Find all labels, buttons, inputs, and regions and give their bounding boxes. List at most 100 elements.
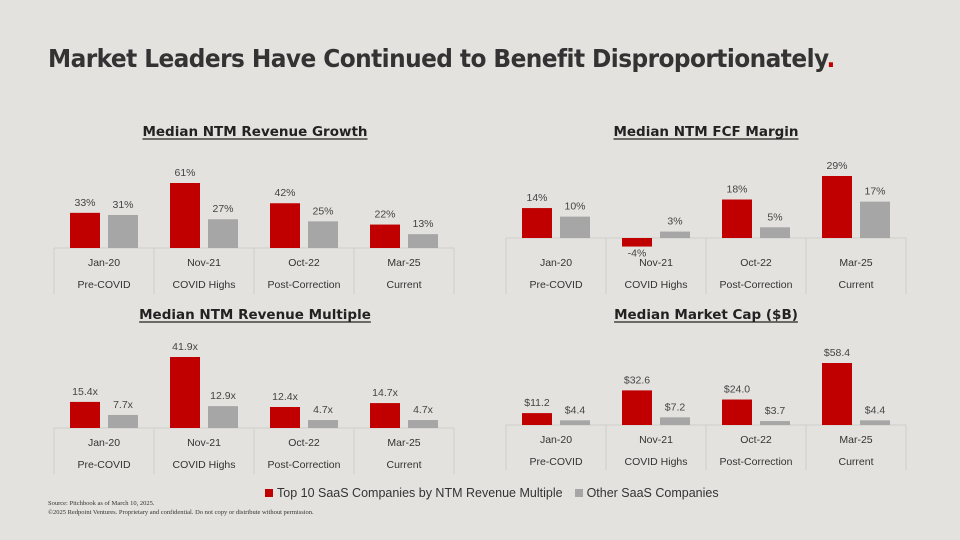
- category-label-nov-21: Nov-21: [187, 257, 221, 269]
- data-label-top10-jan-20: 14%: [526, 192, 547, 204]
- data-label-top10-mar-25: 22%: [374, 209, 395, 221]
- bar-other-oct-22: [760, 421, 790, 425]
- category-sublabel-covid-highs: COVID Highs: [624, 279, 687, 291]
- chart-market-cap: Median Market Cap ($B) Jan-20 Pre-COVID $11…: [505, 307, 907, 470]
- data-label-top10-jan-20: $11.2: [524, 397, 550, 409]
- category-label-mar-25: Mar-25: [387, 257, 420, 269]
- bar-other-nov-21: [208, 219, 238, 248]
- bar-top10-jan-20: [522, 413, 552, 425]
- category-sublabel-post-correction: Post-Correction: [268, 459, 341, 471]
- bar-top10-jan-20: [70, 401, 100, 428]
- bar-other-mar-25: [860, 420, 890, 425]
- bar-top10-mar-25: [370, 403, 400, 428]
- category-sublabel-pre-covid: Pre-COVID: [529, 456, 583, 468]
- page-title-accent: .: [826, 44, 835, 73]
- data-label-other-mar-25: $4.4: [865, 404, 886, 416]
- category-label-oct-22: Oct-22: [288, 257, 320, 269]
- bar-top10-mar-25: [822, 176, 852, 238]
- legend-swatch-top10: [265, 489, 273, 497]
- bar-other-nov-21: [660, 417, 690, 425]
- legend: Top 10 SaaS Companies by NTM Revenue Mul…: [265, 486, 731, 500]
- data-label-other-oct-22: 5%: [767, 211, 782, 223]
- page-title-text: Market Leaders Have Continued to Benefit…: [48, 44, 827, 73]
- chart-title: Median NTM Revenue Growth: [142, 124, 367, 140]
- category-sublabel-pre-covid: Pre-COVID: [529, 279, 583, 291]
- chart-title: Median NTM Revenue Multiple: [139, 307, 371, 323]
- data-label-top10-oct-22: 18%: [726, 184, 747, 196]
- bar-top10-nov-21: [170, 357, 200, 428]
- bar-top10-nov-21: [622, 238, 652, 247]
- legend-swatch-other: [574, 489, 583, 497]
- legend-label-top10: Top 10 SaaS Companies by NTM Revenue Mul…: [277, 486, 563, 500]
- legend-item-top10: Top 10 SaaS Companies by NTM Revenue Mul…: [265, 486, 563, 500]
- data-label-top10-nov-21: -4%: [628, 248, 647, 260]
- bar-other-nov-21: [208, 406, 238, 428]
- data-label-top10-jan-20: 15.4x: [72, 386, 98, 398]
- data-label-top10-nov-21: $32.6: [624, 374, 650, 386]
- data-label-top10-mar-25: 14.7x: [372, 387, 398, 399]
- bar-top10-nov-21: [170, 183, 200, 248]
- data-label-top10-nov-21: 41.9x: [172, 341, 198, 353]
- category-label-oct-22: Oct-22: [740, 434, 772, 446]
- chart-fcf-margin: Median NTM FCF Margin Jan-20 Pre-COVID 14% 1…: [505, 124, 907, 294]
- category-label-mar-25: Mar-25: [387, 437, 420, 449]
- category-sublabel-covid-highs: COVID Highs: [624, 456, 687, 468]
- data-label-top10-jan-20: 33%: [74, 197, 95, 209]
- bar-other-nov-21: [660, 231, 690, 238]
- data-label-other-nov-21: 27%: [212, 203, 233, 215]
- bar-other-mar-25: [408, 420, 438, 428]
- data-label-other-mar-25: 4.7x: [413, 404, 434, 416]
- data-label-other-nov-21: 12.9x: [210, 390, 236, 402]
- category-sublabel-pre-covid: Pre-COVID: [77, 459, 131, 471]
- bar-top10-oct-22: [270, 406, 300, 428]
- bar-other-jan-20: [560, 216, 590, 238]
- data-label-top10-nov-21: 61%: [174, 167, 195, 179]
- category-label-jan-20: Jan-20: [88, 437, 120, 449]
- data-label-other-mar-25: 17%: [864, 186, 885, 198]
- bar-other-jan-20: [560, 420, 590, 425]
- category-label-nov-21: Nov-21: [639, 434, 673, 446]
- category-sublabel-current: Current: [386, 459, 421, 471]
- bar-top10-oct-22: [270, 203, 300, 248]
- category-label-nov-21: Nov-21: [639, 257, 673, 269]
- data-label-other-oct-22: $3.7: [765, 405, 786, 417]
- bar-other-oct-22: [308, 221, 338, 248]
- data-label-other-oct-22: 4.7x: [313, 404, 334, 416]
- category-label-jan-20: Jan-20: [88, 257, 120, 269]
- data-label-top10-oct-22: $24.0: [724, 384, 750, 396]
- category-sublabel-current: Current: [386, 279, 421, 291]
- bar-other-mar-25: [408, 234, 438, 248]
- legend-item-other: Other SaaS Companies: [574, 486, 719, 500]
- bar-other-oct-22: [308, 420, 338, 428]
- category-sublabel-covid-highs: COVID Highs: [172, 279, 235, 291]
- category-sublabel-current: Current: [838, 456, 873, 468]
- data-label-other-jan-20: 31%: [112, 199, 133, 211]
- bar-top10-oct-22: [722, 399, 752, 425]
- category-sublabel-current: Current: [838, 279, 873, 291]
- data-label-other-jan-20: 10%: [564, 201, 585, 213]
- chart-title: Median Market Cap ($B): [614, 307, 798, 323]
- category-label-mar-25: Mar-25: [839, 434, 872, 446]
- category-sublabel-post-correction: Post-Correction: [720, 279, 793, 291]
- data-label-other-oct-22: 25%: [312, 205, 333, 217]
- data-label-top10-oct-22: 12.4x: [272, 391, 298, 403]
- category-label-jan-20: Jan-20: [540, 257, 572, 269]
- chart-revenue-multiple: Median NTM Revenue Multiple Jan-20 Pre-COV…: [53, 307, 455, 474]
- category-label-mar-25: Mar-25: [839, 257, 872, 269]
- copyright-note: ©2025 Redpoint Ventures. Proprietary and…: [48, 509, 314, 516]
- bar-top10-oct-22: [722, 199, 752, 238]
- bar-other-jan-20: [108, 214, 138, 248]
- data-label-top10-mar-25: $58.4: [824, 347, 850, 359]
- category-sublabel-post-correction: Post-Correction: [268, 279, 341, 291]
- data-label-other-jan-20: $4.4: [565, 404, 586, 416]
- bar-top10-nov-21: [622, 390, 652, 425]
- bar-top10-mar-25: [370, 224, 400, 248]
- data-label-other-jan-20: 7.7x: [113, 399, 134, 411]
- category-label-nov-21: Nov-21: [187, 437, 221, 449]
- footer: Source: Pitchbook as of March 10, 2025. …: [48, 499, 314, 517]
- legend-label-other: Other SaaS Companies: [586, 486, 719, 500]
- category-sublabel-post-correction: Post-Correction: [720, 456, 793, 468]
- category-sublabel-pre-covid: Pre-COVID: [77, 279, 131, 291]
- bar-other-oct-22: [760, 227, 790, 238]
